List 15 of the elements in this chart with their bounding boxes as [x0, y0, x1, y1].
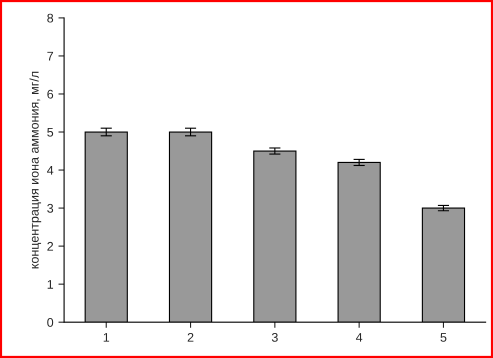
x-tick-label: 5 — [440, 333, 446, 342]
y-tick-label: 2 — [47, 242, 54, 251]
y-tick-label: 6 — [47, 90, 54, 99]
x-tick-label: 2 — [188, 332, 194, 342]
y-tick-label: 0 — [47, 318, 54, 327]
y-tick-label: 5 — [47, 128, 54, 137]
y-tick-label: 4 — [47, 166, 54, 175]
y-tick-label: 1 — [48, 280, 54, 289]
y-axis-title: концентрация иона аммония, мг/л — [30, 72, 42, 268]
x-tick-label: 4 — [356, 333, 362, 342]
y-tick-label: 3 — [47, 204, 54, 213]
y-tick-label: 8 — [47, 14, 54, 23]
y-tick-label: 7 — [47, 52, 54, 60]
x-tick-label: 1 — [104, 333, 110, 342]
x-tick-label: 3 — [272, 332, 278, 342]
